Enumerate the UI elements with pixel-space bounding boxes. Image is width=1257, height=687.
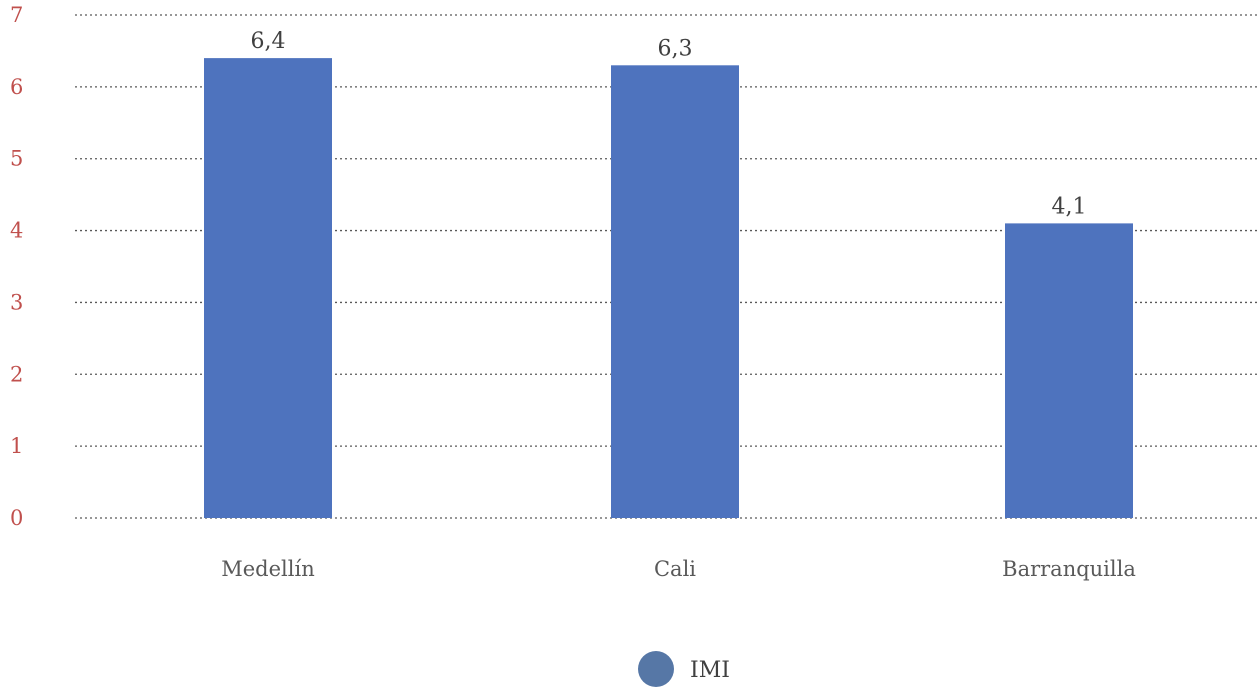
y-tick-label: 4 — [10, 219, 23, 243]
legend-marker-icon — [638, 651, 674, 687]
data-label: 4,1 — [1052, 194, 1087, 219]
y-tick-label: 5 — [10, 147, 23, 171]
legend-label: IMI — [690, 658, 730, 683]
category-label: Cali — [654, 557, 696, 581]
y-tick-label: 1 — [10, 434, 23, 458]
y-tick-label: 6 — [10, 75, 23, 99]
category-label: Medellín — [221, 557, 314, 581]
data-labels: 6,4 6,3 4,1 — [251, 29, 1087, 219]
bar — [204, 58, 332, 518]
category-label: Barranquilla — [1002, 557, 1136, 581]
y-tick-label: 0 — [10, 506, 23, 530]
y-axis-ticks: 0 1 2 3 4 5 6 7 — [10, 3, 23, 530]
y-tick-label: 7 — [10, 3, 23, 27]
y-tick-label: 3 — [10, 290, 23, 314]
category-labels: Medellín Cali Barranquilla — [221, 557, 1136, 581]
bar — [1005, 223, 1133, 518]
y-tick-label: 2 — [10, 362, 23, 386]
bar — [611, 65, 739, 519]
bars — [204, 58, 1133, 519]
legend: IMI — [638, 651, 730, 687]
data-label: 6,4 — [251, 29, 286, 54]
data-label: 6,3 — [658, 36, 693, 61]
